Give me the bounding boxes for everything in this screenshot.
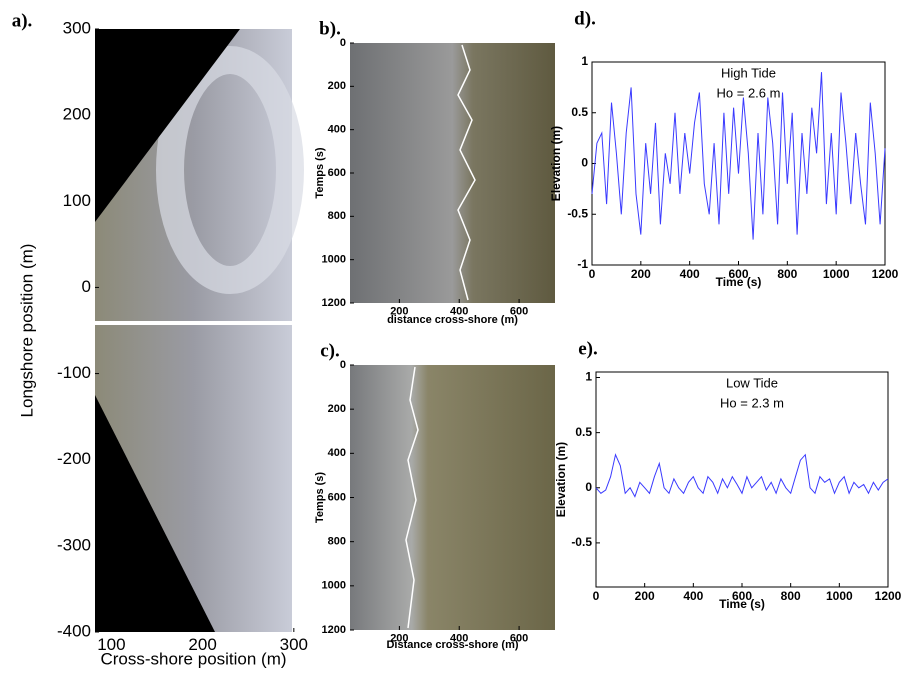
- x-tick-label: 600: [510, 633, 528, 645]
- x-tick-label: 200: [188, 635, 216, 654]
- y-tick-label: 1: [581, 54, 588, 68]
- annotation: High Tide: [721, 65, 776, 80]
- x-tick-label: 1000: [823, 267, 850, 281]
- y-tick-label: 1000: [322, 580, 346, 592]
- x-tick-label: 0: [593, 589, 600, 603]
- panel-label: b).: [319, 18, 341, 39]
- x-tick-label: 1200: [872, 267, 899, 281]
- y-tick-label: 800: [328, 536, 346, 548]
- x-tick-label: 1000: [826, 589, 853, 603]
- x-tick-label: 200: [631, 267, 651, 281]
- x-axis-label: Cross-shore position (m): [100, 649, 286, 668]
- y-axis-label: Temps (s): [314, 472, 326, 523]
- y-axis-label: Longshore position (m): [17, 244, 36, 418]
- y-axis-label: Temps (s): [314, 147, 326, 198]
- x-tick-label: 200: [635, 589, 655, 603]
- annotation: Ho = 2.3 m: [720, 395, 784, 410]
- y-axis-label: Elevation (m): [554, 442, 568, 517]
- elevation-line: [595, 453, 889, 498]
- y-tick-label: -0.5: [571, 535, 592, 549]
- y-tick-label: 200: [328, 403, 346, 415]
- x-tick-label: 400: [683, 589, 703, 603]
- y-tick-label: 0: [340, 37, 346, 49]
- y-tick-label: -0.5: [567, 206, 588, 220]
- x-tick-label: 600: [728, 267, 748, 281]
- y-tick-label: 0: [82, 277, 91, 296]
- y-tick-label: 400: [328, 124, 346, 136]
- y-tick-label: -200: [57, 449, 91, 468]
- y-axis-label: Elevation (m): [549, 126, 563, 201]
- x-axis-label: Distance cross-shore (m): [386, 639, 518, 651]
- x-tick-label: 800: [781, 589, 801, 603]
- y-tick-label: 1200: [322, 624, 346, 636]
- y-tick-label: 300: [63, 18, 91, 37]
- x-tick-label: 0: [589, 267, 596, 281]
- x-axis-label: Time (s): [716, 275, 762, 289]
- x-tick-label: 200: [390, 306, 408, 318]
- y-tick-label: 1: [585, 370, 592, 384]
- x-tick-label: 400: [680, 267, 700, 281]
- image-c: [350, 365, 555, 630]
- x-tick-label: 200: [390, 633, 408, 645]
- x-tick-label: 300: [280, 635, 308, 654]
- x-tick-label: 100: [97, 635, 125, 654]
- annotation: Ho = 2.6 m: [717, 85, 781, 100]
- y-tick-label: -1: [577, 257, 588, 271]
- y-tick-label: 0: [581, 156, 588, 170]
- y-tick-label: 0: [340, 359, 346, 371]
- x-tick-label: 600: [732, 589, 752, 603]
- x-axis-label: distance cross-shore (m): [387, 314, 518, 326]
- y-tick-label: 1200: [322, 297, 346, 309]
- y-tick-label: 0.5: [571, 105, 588, 119]
- y-tick-label: 200: [328, 80, 346, 92]
- y-tick-label: 1000: [322, 254, 346, 266]
- x-tick-label: 400: [450, 306, 468, 318]
- y-tick-label: 600: [328, 167, 346, 179]
- panel-label: e).: [578, 338, 598, 359]
- y-tick-label: 100: [63, 191, 91, 210]
- y-tick-label: -400: [57, 621, 91, 640]
- x-tick-label: 1200: [875, 589, 902, 603]
- plot-frame: [591, 61, 886, 266]
- x-axis-label: Time (s): [719, 597, 765, 611]
- y-tick-label: 0.5: [575, 425, 592, 439]
- panel-label: d).: [574, 8, 596, 29]
- y-tick-label: 200: [63, 105, 91, 124]
- y-tick-label: 400: [328, 447, 346, 459]
- x-tick-label: 400: [450, 633, 468, 645]
- x-tick-label: 600: [510, 306, 528, 318]
- y-tick-label: 600: [328, 491, 346, 503]
- panel-label: a).: [12, 10, 33, 31]
- annotation: Low Tide: [726, 375, 778, 390]
- y-tick-label: 800: [328, 210, 346, 222]
- image-a: [95, 29, 304, 632]
- y-tick-label: 0: [585, 480, 592, 494]
- y-tick-label: -100: [57, 363, 91, 382]
- image-b: [350, 43, 555, 303]
- elevation-line: [591, 72, 886, 240]
- y-tick-label: -300: [57, 535, 91, 554]
- x-tick-label: 800: [777, 267, 797, 281]
- panel-label: c).: [320, 340, 340, 361]
